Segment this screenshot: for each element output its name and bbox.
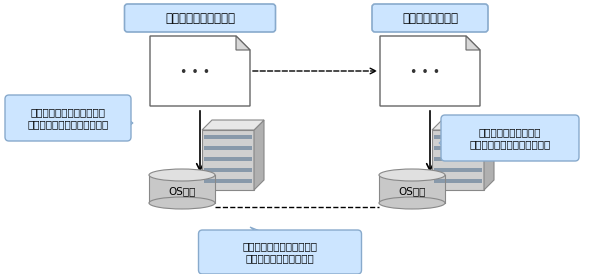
Text: • • •: • • • xyxy=(410,67,440,79)
Polygon shape xyxy=(466,36,480,50)
Ellipse shape xyxy=(379,169,445,181)
Polygon shape xyxy=(126,118,133,128)
FancyBboxPatch shape xyxy=(372,4,488,32)
Bar xyxy=(204,135,252,139)
FancyBboxPatch shape xyxy=(441,115,579,161)
Bar xyxy=(204,179,252,183)
Ellipse shape xyxy=(379,197,445,209)
Text: ルートディスクを複製して
スナップショットを作成: ルートディスクを複製して スナップショットを作成 xyxy=(242,241,317,263)
Polygon shape xyxy=(150,36,250,106)
Bar xyxy=(432,130,484,190)
Text: テンプレートイメージから
仮想マシンインスタンス起動: テンプレートイメージから 仮想マシンインスタンス起動 xyxy=(28,107,109,129)
Polygon shape xyxy=(432,120,494,130)
Polygon shape xyxy=(254,120,264,190)
Text: OS領域: OS領域 xyxy=(169,186,196,196)
Bar xyxy=(434,168,482,172)
Text: テンプレートイメージ: テンプレートイメージ xyxy=(165,12,235,24)
Polygon shape xyxy=(236,36,250,50)
Bar xyxy=(149,175,215,203)
Polygon shape xyxy=(250,227,270,235)
Text: OS領域: OS領域 xyxy=(398,186,425,196)
Bar xyxy=(434,157,482,161)
Bar xyxy=(202,130,254,190)
Bar xyxy=(379,175,445,203)
Bar xyxy=(204,168,252,172)
Bar xyxy=(204,157,252,161)
Polygon shape xyxy=(439,138,446,148)
Bar xyxy=(434,179,482,183)
Text: スナップショット: スナップショット xyxy=(402,12,458,24)
Bar xyxy=(434,135,482,139)
Bar xyxy=(434,146,482,150)
Ellipse shape xyxy=(149,169,215,181)
FancyBboxPatch shape xyxy=(199,230,361,274)
Text: スナップショットから
仮想マシンインスタンス起動: スナップショットから 仮想マシンインスタンス起動 xyxy=(469,127,551,149)
Polygon shape xyxy=(484,120,494,190)
Bar xyxy=(204,146,252,150)
Polygon shape xyxy=(380,36,480,106)
FancyBboxPatch shape xyxy=(5,95,131,141)
Text: • • •: • • • xyxy=(180,67,210,79)
Ellipse shape xyxy=(149,197,215,209)
Polygon shape xyxy=(202,120,264,130)
FancyBboxPatch shape xyxy=(125,4,275,32)
